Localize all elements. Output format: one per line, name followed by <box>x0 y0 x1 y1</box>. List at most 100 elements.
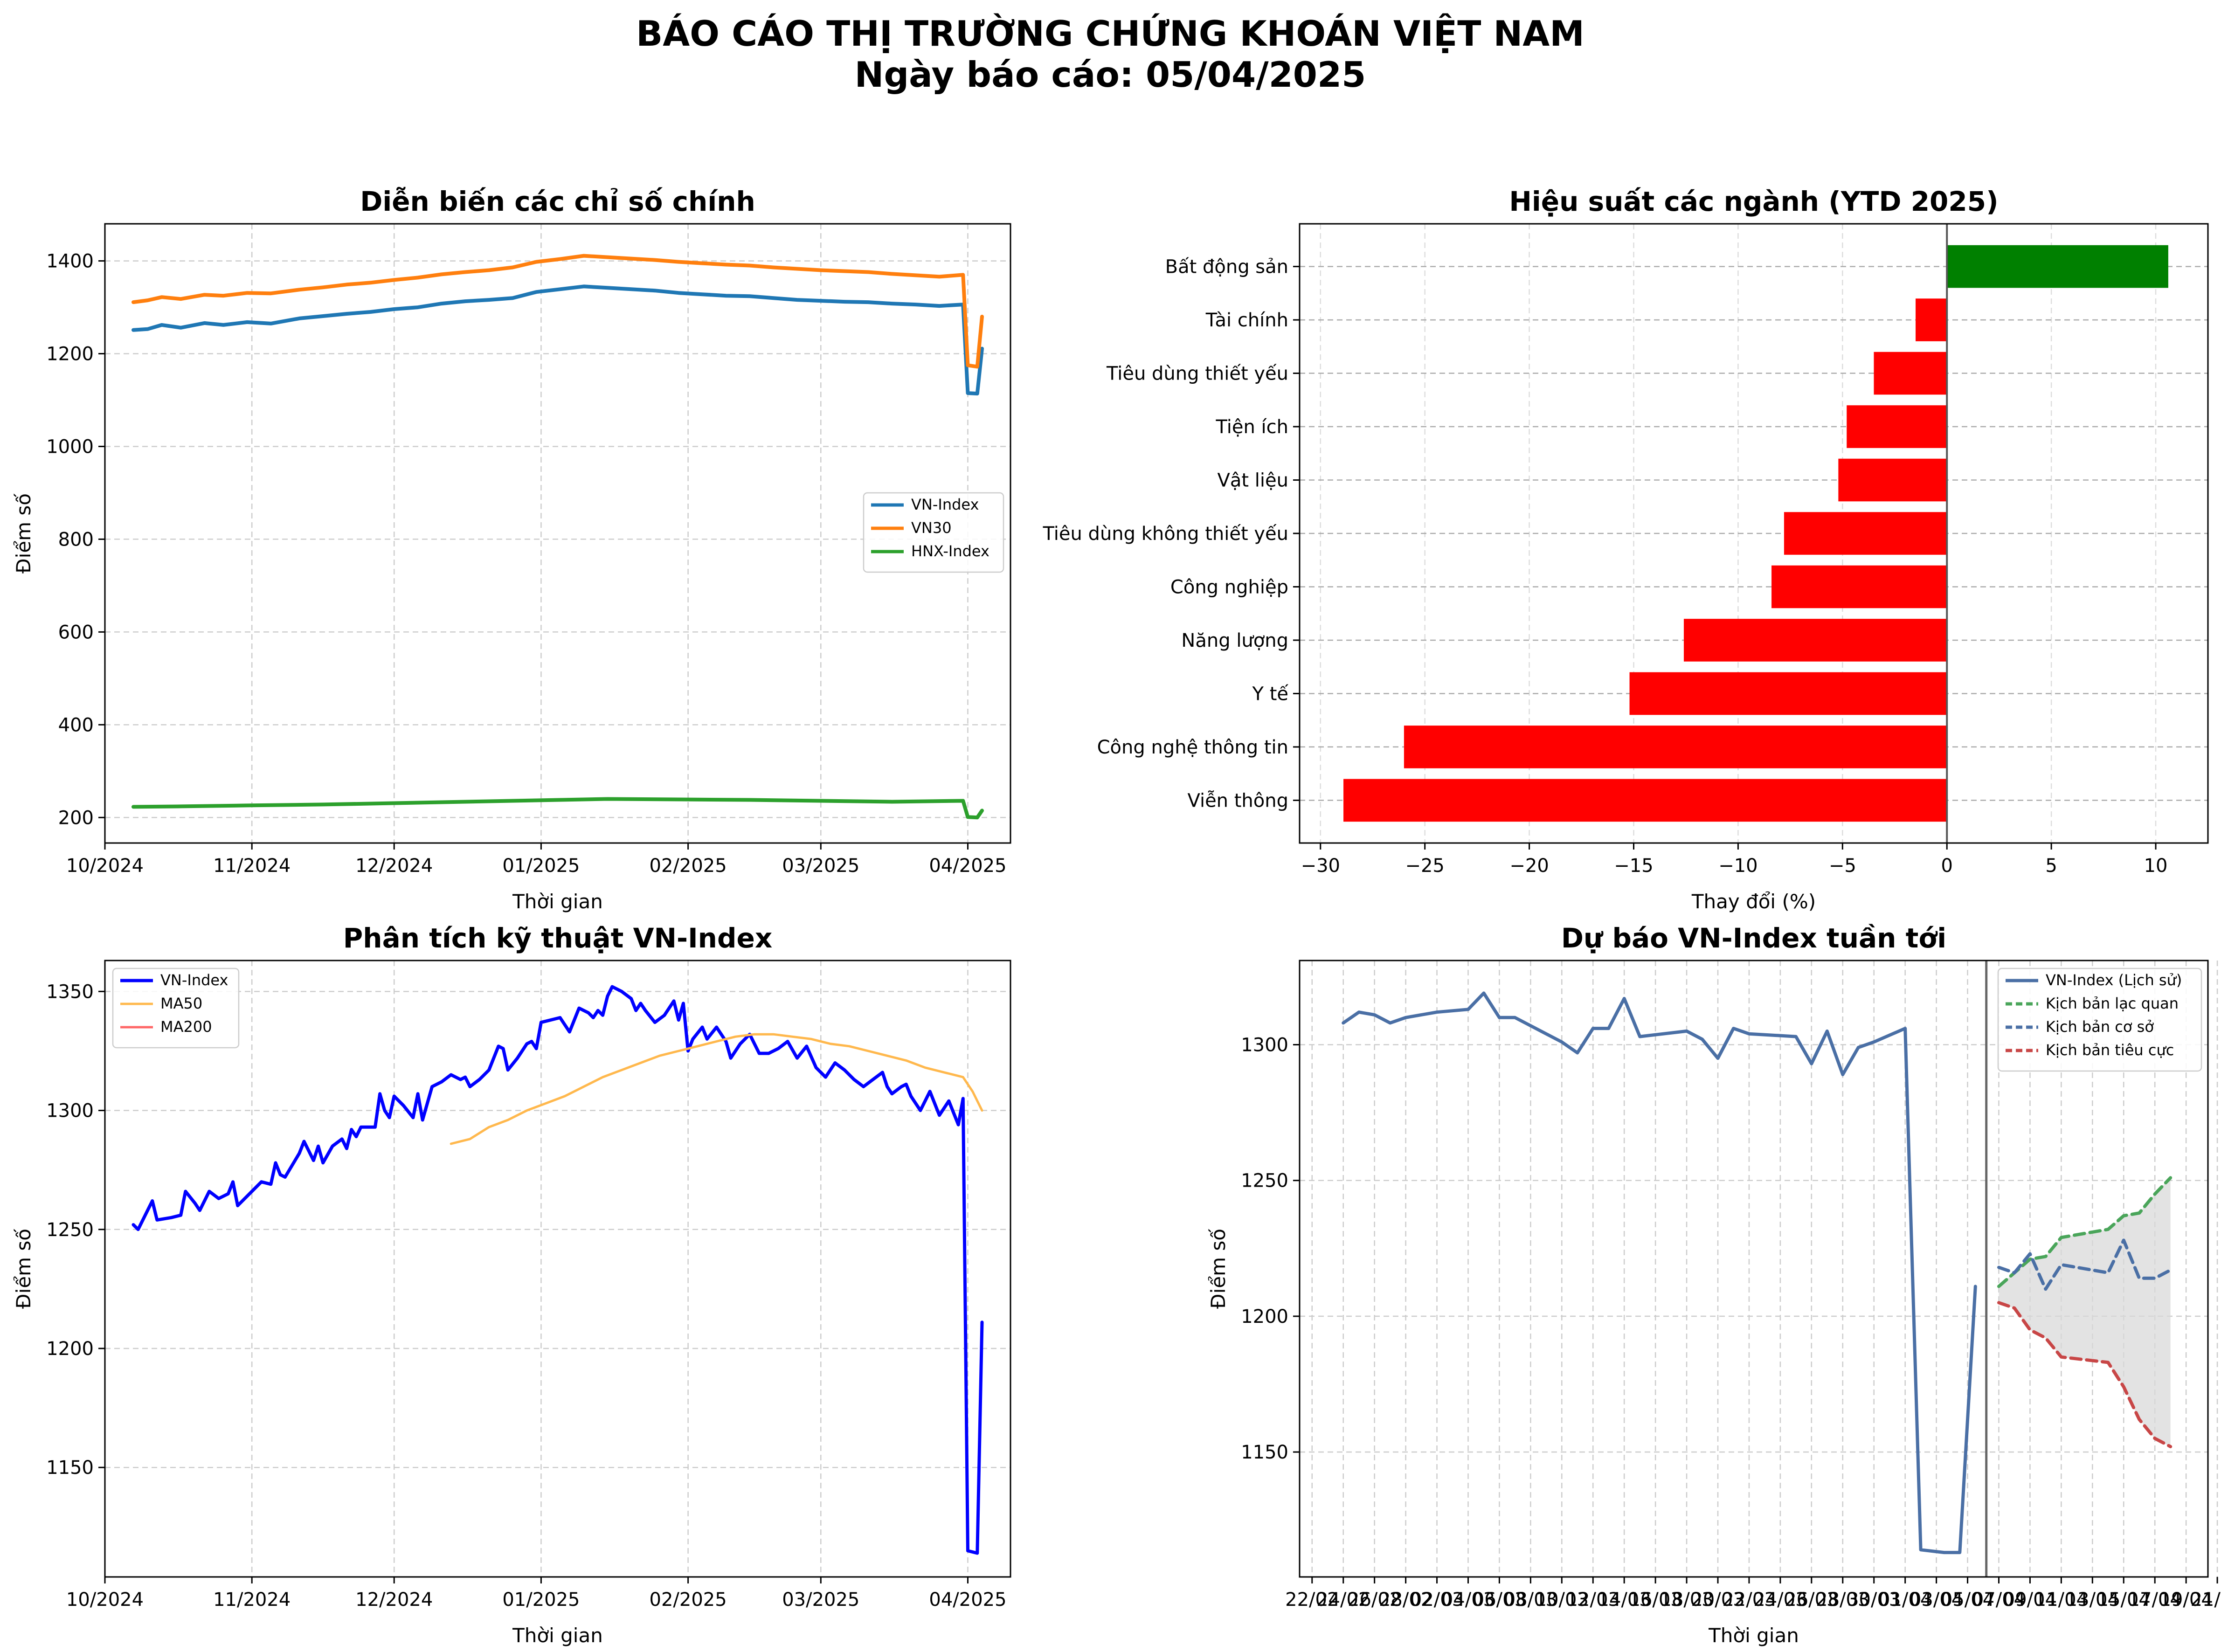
y-tick-label: 400 <box>58 714 94 736</box>
x-tick-label: 02/03 <box>1410 1589 1464 1611</box>
sector-label: Công nghệ thông tin <box>1097 737 1288 758</box>
x-tick-label: 10/2024 <box>66 855 144 877</box>
forecast-chart: 1150 1200 1250 1300 22/0224/0226/0228/0202/0… <box>1207 922 2221 1647</box>
y-tick-label: 1150 <box>1241 1442 1288 1463</box>
x-tick-label: 02/2025 <box>650 1589 727 1611</box>
plot-frame <box>1299 223 2209 844</box>
x-tick-label: −30 <box>1301 855 1340 877</box>
x-tick-label: 10 <box>2144 855 2168 877</box>
sector-label: Tài chính <box>1205 310 1288 331</box>
y-tick-label: 1350 <box>46 981 94 1002</box>
x-tick-label: 03/04 <box>1910 1589 1963 1611</box>
y-tick-label: 1000 <box>46 436 94 457</box>
y-tick-label: 1250 <box>1241 1170 1288 1192</box>
y-tick-label: 1150 <box>46 1457 94 1479</box>
x-tick-label: 28/02 <box>1379 1589 1432 1611</box>
x-tick-label: 11/04 <box>2034 1589 2088 1611</box>
x-tick-label: 11/2024 <box>213 1589 291 1611</box>
x-tick-label: 01/04 <box>1878 1589 1932 1611</box>
x-tick-label: 26/02 <box>1348 1589 1401 1611</box>
y-tick-label: 1300 <box>46 1100 94 1122</box>
x-tick-label: 17/04 <box>2128 1589 2182 1611</box>
legend-box <box>1997 968 2202 1072</box>
x-tick-label: 12/03 <box>1566 1589 1620 1611</box>
x-tick-label: 08/03 <box>1504 1589 1557 1611</box>
sector-bar <box>1343 779 1947 822</box>
x-tick-label: 22/03 <box>1722 1589 1776 1611</box>
x-tick-label: 05/04 <box>1941 1589 1994 1611</box>
y-tick-label: 1200 <box>46 344 94 365</box>
x-tick-label: 04/2025 <box>929 855 1006 877</box>
sector-bar <box>1404 726 1947 768</box>
x-tick-label: 28/03 <box>1816 1589 1869 1611</box>
x-tick-label: 21/04 <box>2190 1589 2221 1611</box>
legend-label: Kịch bản lạc quan <box>2046 995 2179 1012</box>
chart-title: Diễn biến các chỉ số chính <box>360 186 755 217</box>
x-axis-label: Thay đổi (%) <box>1691 890 1816 913</box>
x-tick-label: 24/02 <box>1316 1589 1370 1611</box>
chart-title: Dự báo VN-Index tuần tới <box>1561 922 1946 954</box>
x-tick-label: 01/2025 <box>502 855 580 877</box>
x-tick-label: 04/2025 <box>929 1589 1006 1611</box>
sector-label: Tiện ích <box>1216 416 1288 438</box>
x-tick-label: 07/04 <box>1972 1589 2026 1611</box>
forecast-range-band <box>1999 1177 2171 1447</box>
sector-label: Vật liệu <box>1218 470 1288 491</box>
x-tick-label: 12/2024 <box>355 1589 433 1611</box>
y-axis-label: Điểm số <box>1207 1229 1230 1309</box>
optimistic-scenario-line <box>1997 1176 2173 1288</box>
y-tick-label: 1250 <box>46 1219 94 1241</box>
x-tick-label: −20 <box>1509 855 1549 877</box>
sector-bar <box>1771 565 1947 608</box>
plot-frame <box>104 960 1011 1578</box>
x-tick-label: 15/04 <box>2097 1589 2151 1611</box>
x-tick-label: 30/03 <box>1847 1589 1901 1611</box>
chart-title: Hiệu suất các ngành (YTD 2025) <box>1509 186 1998 217</box>
x-tick-label: 10/03 <box>1535 1589 1589 1611</box>
x-axis-label: Thời gian <box>1708 1624 1799 1647</box>
base-scenario-line <box>1997 1238 2173 1291</box>
x-tick-label: 11/2024 <box>213 855 291 877</box>
technical-analysis-chart: 1150 1200 1250 1300 1350 10/2024 11/2024 12/202… <box>12 922 1011 1647</box>
x-tick-label: 20/03 <box>1691 1589 1744 1611</box>
sector-label: Tiêu dùng thiết yếu <box>1106 363 1288 385</box>
x-tick-label: 10/2024 <box>66 1589 144 1611</box>
sector-bar <box>1916 298 1947 341</box>
x-tick-label: 18/03 <box>1660 1589 1713 1611</box>
sector-performance-chart: −30 −25 −20 −15 −10 −5 0 5 10 Bất động sản Tài chí… <box>1043 186 2209 913</box>
x-axis-label: Thời gian <box>512 890 603 913</box>
indices-chart: 200 400 600 800 1000 1200 1400 10/2024 11/2024 12… <box>12 186 1011 913</box>
legend-label: VN-Index <box>160 971 228 989</box>
legend-label: VN30 <box>911 519 952 537</box>
legend-label: Kịch bản tiêu cực <box>2046 1041 2174 1059</box>
y-axis-label: Điểm số <box>12 493 35 574</box>
legend-label: MA200 <box>160 1018 212 1036</box>
sector-label: Năng lượng <box>1181 630 1288 651</box>
x-tick-label: 22/02 <box>1285 1589 1339 1611</box>
x-tick-label: 09/04 <box>2003 1589 2057 1611</box>
y-tick-label: 1200 <box>1241 1306 1288 1327</box>
sector-label: Viễn thông <box>1187 790 1288 811</box>
pessimistic-scenario-line <box>1997 1301 2173 1448</box>
x-tick-label: 13/04 <box>2066 1589 2119 1611</box>
y-tick-label: 600 <box>58 622 94 643</box>
legend-label: HNX-Index <box>911 542 989 560</box>
legend-label: Kịch bản cơ sở <box>2046 1018 2154 1036</box>
y-axis-label: Điểm số <box>12 1229 35 1309</box>
sector-bar <box>1947 245 2168 288</box>
x-tick-label: 06/03 <box>1473 1589 1526 1611</box>
plot-frame <box>104 223 1011 844</box>
x-tick-label: 5 <box>2045 855 2057 877</box>
sector-bar <box>1847 405 1947 448</box>
x-tick-label: 14/03 <box>1598 1589 1651 1611</box>
report-date: Ngày báo cáo: 05/04/2025 <box>855 54 1366 95</box>
x-tick-label: −10 <box>1718 855 1757 877</box>
y-tick-label: 1300 <box>1241 1035 1288 1056</box>
vn-index-line <box>131 985 984 1555</box>
y-tick-label: 1400 <box>46 251 94 272</box>
sector-label: Tiêu dùng không thiết yếu <box>1043 523 1288 545</box>
sector-label: Công nghiệp <box>1170 576 1288 598</box>
chart-title: Phân tích kỹ thuật VN-Index <box>343 922 772 954</box>
